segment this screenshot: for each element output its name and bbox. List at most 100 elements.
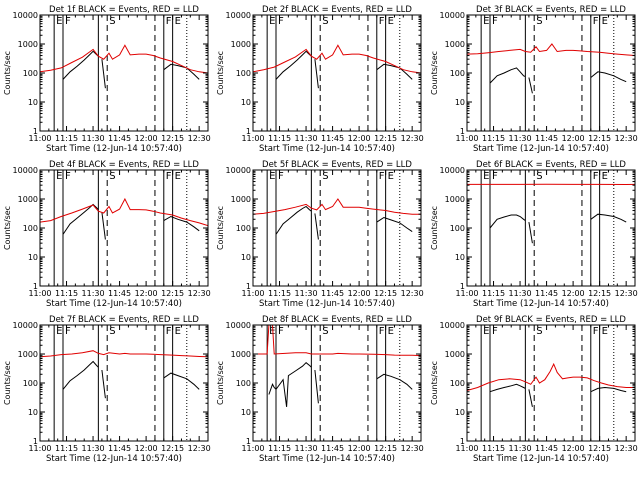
- plot-frame: [39, 324, 209, 442]
- lld-line: [40, 197, 208, 227]
- x-axis-label: Start Time (12-Jun-14 10:57:40): [46, 299, 182, 309]
- marker-label: E: [388, 171, 394, 182]
- plot-frame: [466, 169, 636, 287]
- events-line: [376, 216, 413, 233]
- x-tick-label: 11:00: [455, 444, 478, 453]
- x-tick-label: 12:15: [588, 444, 611, 453]
- y-tick-label: 1: [246, 127, 251, 136]
- marker-label: E: [175, 171, 181, 182]
- plot-frame: [39, 14, 209, 132]
- events-line: [528, 389, 533, 407]
- marker-label: S: [322, 16, 328, 27]
- panel-title: Det 3f BLACK = Events, RED = LLD: [476, 5, 626, 15]
- x-tick-label: 12:00: [562, 444, 585, 453]
- y-tick-label: 1: [460, 282, 465, 291]
- y-axis-label: Counts/sec: [216, 51, 225, 95]
- y-tick-label: 10: [455, 408, 465, 417]
- y-tick-label: 100: [23, 69, 38, 78]
- marker-label: F: [492, 171, 498, 182]
- marker-label: F: [593, 171, 599, 182]
- x-tick-label: 11:30: [82, 134, 105, 143]
- x-axis-label: Start Time (12-Jun-14 10:57:40): [46, 144, 182, 154]
- lld-line: [253, 325, 421, 357]
- x-tick-label: 12:30: [401, 444, 424, 453]
- y-axis-label: Counts/sec: [430, 51, 439, 95]
- y-tick-label: 10000: [440, 321, 465, 330]
- events-line: [489, 67, 526, 84]
- events-line: [62, 360, 99, 390]
- y-tick-label: 1000: [445, 195, 465, 204]
- marker-label: F: [379, 171, 385, 182]
- y-axis-label: Counts/sec: [430, 361, 439, 405]
- y-tick-label: 1000: [18, 350, 38, 359]
- x-tick-label: 12:30: [615, 444, 638, 453]
- plot-frame: [466, 14, 636, 132]
- marker-label: S: [109, 171, 115, 182]
- marker-label: E: [483, 326, 489, 337]
- y-axis-label: Counts/sec: [216, 206, 225, 250]
- marker-label: F: [492, 326, 498, 337]
- events-line: [62, 50, 99, 80]
- marker-label: F: [65, 16, 71, 27]
- y-tick-label: 1000: [231, 40, 251, 49]
- marker-label: E: [602, 326, 608, 337]
- marker-label: F: [379, 326, 385, 337]
- lld-line: [467, 43, 635, 56]
- events-line: [101, 59, 106, 89]
- events-line: [590, 213, 627, 223]
- panel-title: Det 7f BLACK = Events, RED = LLD: [49, 315, 199, 325]
- y-tick-label: 1: [460, 437, 465, 446]
- y-tick-label: 10: [28, 408, 38, 417]
- x-tick-label: 11:45: [108, 289, 131, 298]
- events-line: [376, 63, 413, 80]
- y-tick-label: 100: [236, 379, 251, 388]
- lld-line: [467, 362, 635, 391]
- x-axis-label: Start Time (12-Jun-14 10:57:40): [473, 299, 609, 309]
- y-tick-label: 1000: [445, 40, 465, 49]
- x-tick-label: 11:00: [28, 289, 51, 298]
- marker-label: E: [602, 171, 608, 182]
- marker-label: E: [56, 326, 62, 337]
- marker-label: F: [593, 16, 599, 27]
- y-tick-label: 1: [33, 437, 38, 446]
- y-tick-label: 100: [236, 224, 251, 233]
- x-tick-label: 12:30: [615, 134, 638, 143]
- marker-label: E: [602, 16, 608, 27]
- plot-frame: [252, 324, 422, 442]
- events-line: [590, 386, 627, 393]
- y-tick-label: 1: [246, 437, 251, 446]
- marker-label: E: [175, 326, 181, 337]
- y-tick-label: 10: [241, 98, 251, 107]
- x-tick-label: 11:15: [268, 289, 291, 298]
- x-tick-label: 11:15: [55, 289, 78, 298]
- marker-label: F: [278, 171, 284, 182]
- x-tick-label: 11:30: [509, 289, 532, 298]
- x-tick-label: 12:15: [161, 444, 184, 453]
- y-tick-label: 1000: [231, 195, 251, 204]
- y-tick-label: 1: [33, 282, 38, 291]
- x-tick-label: 11:15: [268, 444, 291, 453]
- y-axis-label: Counts/sec: [3, 51, 12, 95]
- x-axis-label: Start Time (12-Jun-14 10:57:40): [473, 144, 609, 154]
- x-tick-label: 11:15: [482, 134, 505, 143]
- y-tick-label: 1000: [445, 350, 465, 359]
- x-tick-label: 11:45: [535, 134, 558, 143]
- marker-label: F: [278, 326, 284, 337]
- y-tick-label: 10000: [440, 166, 465, 175]
- marker-label: S: [322, 326, 328, 337]
- marker-label: E: [56, 16, 62, 27]
- x-axis-label: Start Time (12-Jun-14 10:57:40): [46, 454, 182, 464]
- events-line: [376, 373, 413, 390]
- y-tick-label: 100: [23, 379, 38, 388]
- y-axis-label: Counts/sec: [3, 206, 12, 250]
- events-line: [314, 369, 319, 404]
- y-tick-label: 1000: [231, 350, 251, 359]
- lld-line: [253, 44, 421, 74]
- y-tick-label: 10000: [13, 11, 38, 20]
- y-tick-label: 100: [450, 379, 465, 388]
